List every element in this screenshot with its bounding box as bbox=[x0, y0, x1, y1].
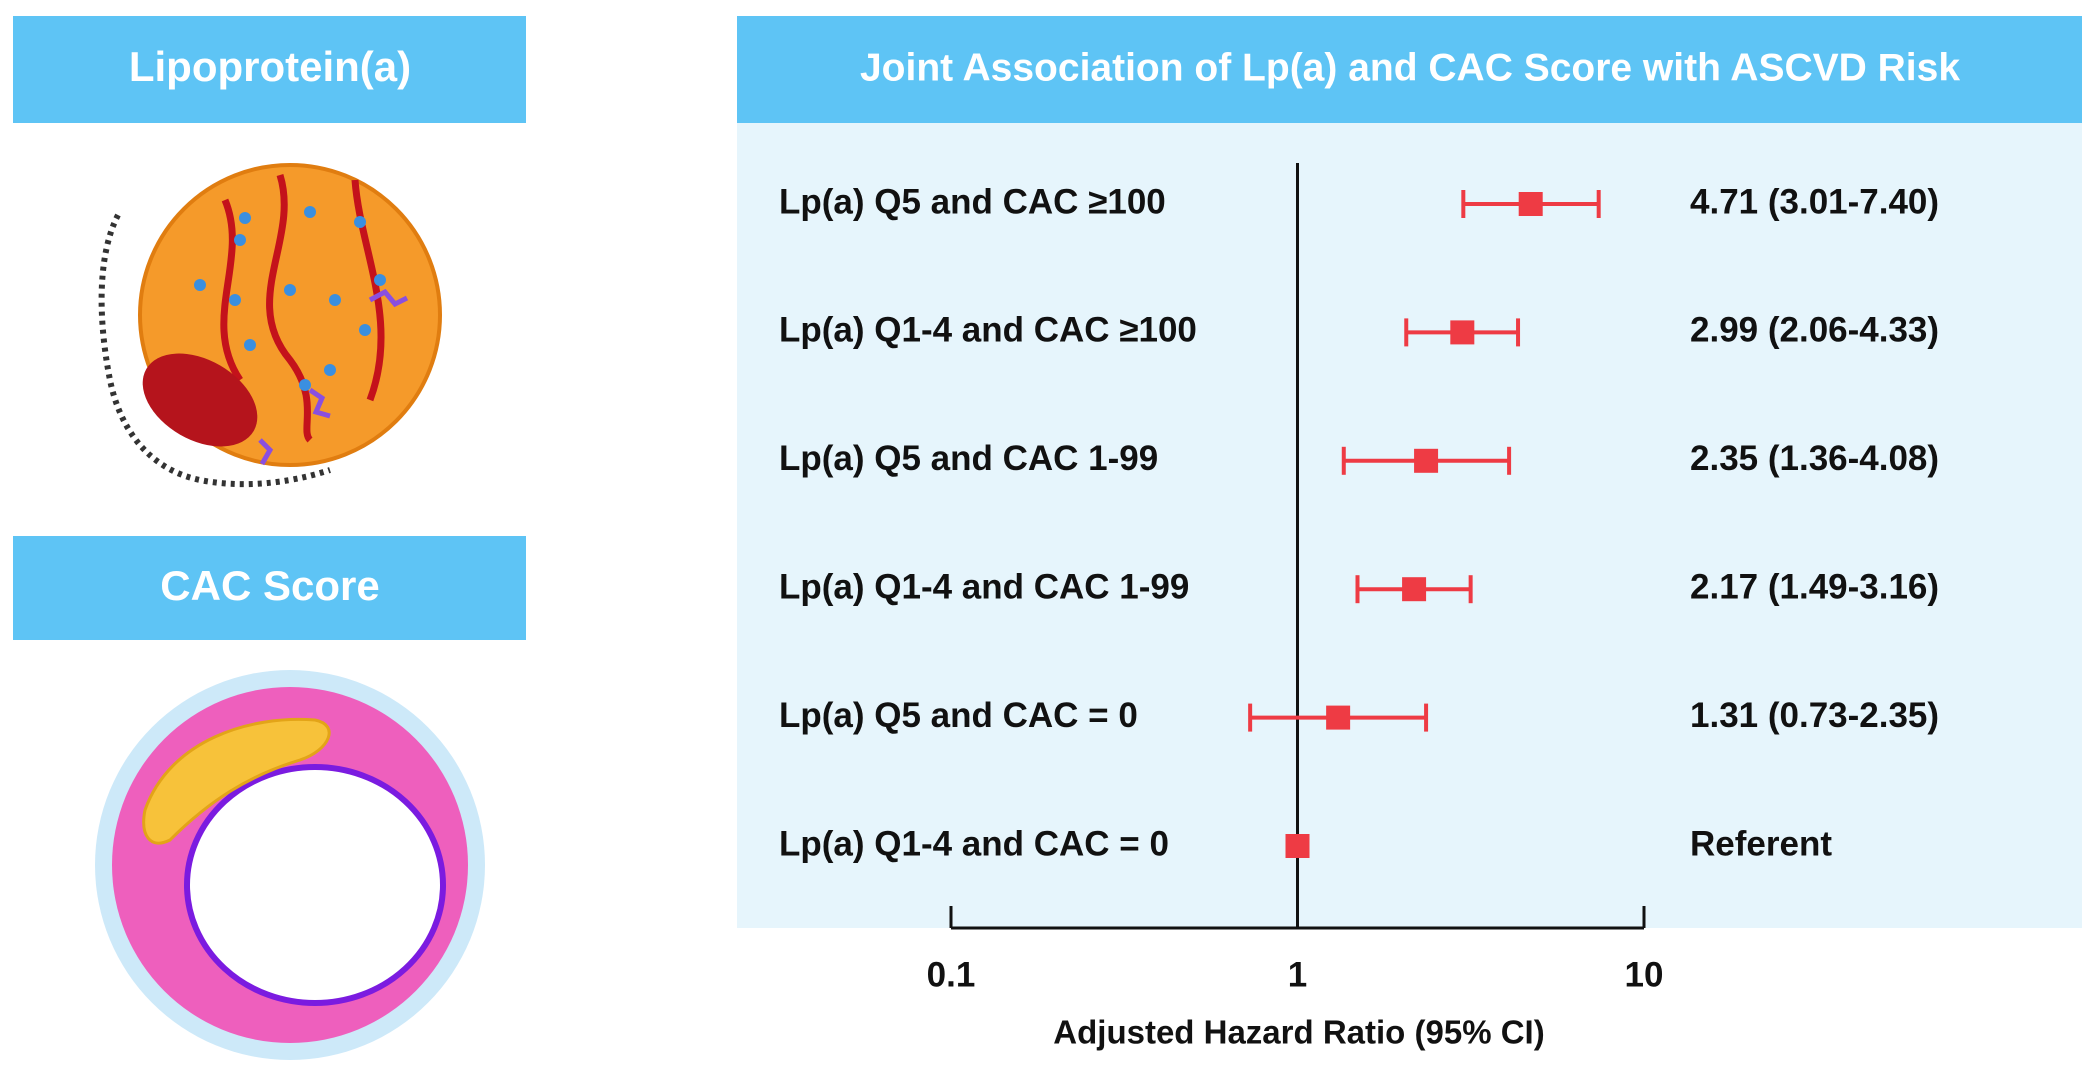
point-estimate bbox=[1285, 834, 1310, 858]
row-label: Lp(a) Q5 and CAC ≥100 bbox=[779, 182, 1166, 221]
point-estimate bbox=[1402, 577, 1427, 602]
panel-title: Lipoprotein(a) bbox=[129, 43, 411, 90]
lipoprotein-illustration bbox=[98, 163, 442, 488]
value-label: 1.31 (0.73-2.35) bbox=[1690, 696, 1939, 735]
row-label: Lp(a) Q1-4 and CAC ≥100 bbox=[779, 311, 1197, 350]
cac-illustration bbox=[95, 670, 485, 1060]
point-estimate bbox=[1414, 448, 1439, 473]
row-label: Lp(a) Q1-4 and CAC 1-99 bbox=[779, 567, 1189, 606]
row-label: Lp(a) Q5 and CAC = 0 bbox=[779, 696, 1138, 735]
x-axis-label: Adjusted Hazard Ratio (95% CI) bbox=[1053, 1014, 1544, 1051]
panel-header bbox=[13, 536, 526, 640]
panel-title: CAC Score bbox=[160, 562, 379, 609]
point-estimate bbox=[1518, 192, 1543, 216]
panel-header bbox=[13, 16, 526, 123]
x-tick-label: 1 bbox=[1288, 955, 1307, 994]
x-tick-label: 10 bbox=[1625, 955, 1664, 994]
value-label: 4.71 (3.01-7.40) bbox=[1690, 182, 1939, 221]
row-label: Lp(a) Q1-4 and CAC = 0 bbox=[779, 824, 1169, 863]
point-estimate bbox=[1450, 320, 1475, 345]
plot-background bbox=[737, 123, 2082, 928]
x-tick-label: 0.1 bbox=[927, 955, 976, 994]
value-label: Referent bbox=[1690, 824, 1832, 863]
value-label: 2.35 (1.36-4.08) bbox=[1690, 439, 1939, 478]
chart-header bbox=[737, 16, 2082, 123]
value-label: 2.17 (1.49-3.16) bbox=[1690, 567, 1939, 606]
row-label: Lp(a) Q5 and CAC 1-99 bbox=[779, 439, 1158, 478]
point-estimate bbox=[1326, 705, 1351, 730]
chart-title: Joint Association of Lp(a) and CAC Score… bbox=[860, 46, 1960, 89]
value-label: 2.99 (2.06-4.33) bbox=[1690, 311, 1939, 350]
